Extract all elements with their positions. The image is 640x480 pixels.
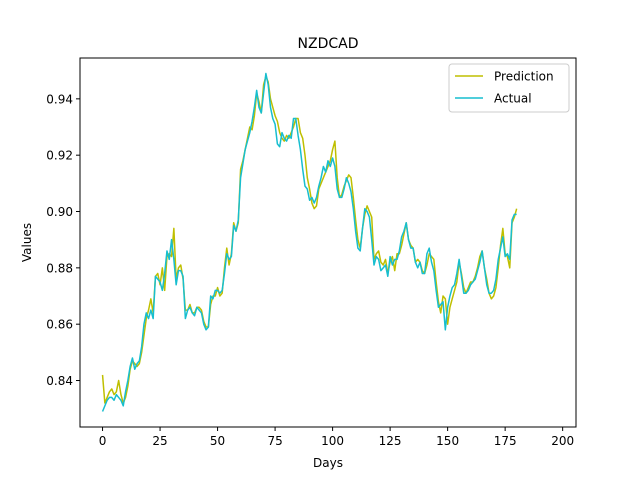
y-axis-label: Values — [20, 223, 34, 262]
plot-frame — [79, 57, 577, 428]
y-tick-label: 0.88 — [46, 261, 73, 275]
x-tick-label: 25 — [152, 434, 167, 448]
chart-title: NZDCAD — [298, 36, 359, 52]
legend-label-actual: Actual — [494, 92, 532, 106]
plot-area — [79, 57, 577, 428]
y-tick-label: 0.86 — [46, 318, 73, 332]
y-tick-label: 0.94 — [46, 92, 73, 106]
x-tick-label: 75 — [267, 434, 282, 448]
y-axis: 0.84 0.86 0.88 0.90 0.92 0.94 — [46, 92, 80, 388]
plot-background — [80, 58, 576, 427]
x-axis: 0 25 50 75 100 125 150 175 200 — [99, 427, 574, 448]
y-tick-label: 0.92 — [46, 149, 73, 163]
x-tick-label: 0 — [99, 434, 107, 448]
x-tick-label: 50 — [210, 434, 225, 448]
legend-label-prediction: Prediction — [494, 70, 554, 84]
legend: Prediction Actual — [448, 63, 570, 113]
x-tick-label: 100 — [321, 434, 344, 448]
y-tick-label: 0.90 — [46, 205, 73, 219]
series-line-prediction — [101, 75, 518, 404]
x-tick-label: 200 — [551, 434, 574, 448]
y-tick-label: 0.84 — [46, 374, 73, 388]
series-line-actual — [101, 72, 517, 412]
x-tick-label: 175 — [494, 434, 517, 448]
series-layer — [101, 72, 518, 412]
x-axis-label: Days — [313, 456, 343, 470]
x-tick-label: 150 — [436, 434, 459, 448]
x-tick-label: 125 — [379, 434, 402, 448]
